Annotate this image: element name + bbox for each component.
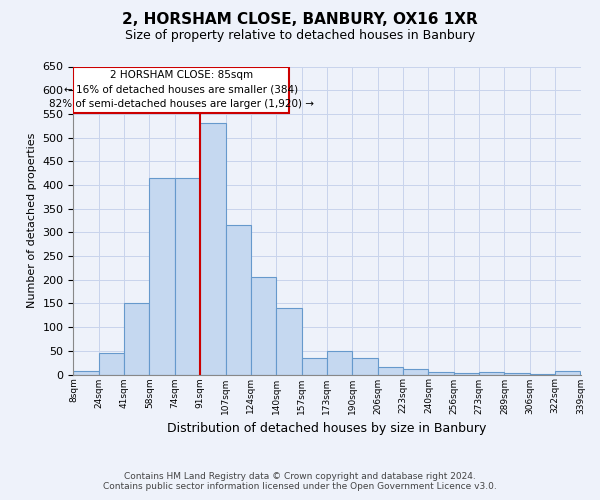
Bar [73,370,99,374]
Bar [124,304,149,374]
Bar [149,178,175,374]
Bar [327,351,352,374]
Text: 2 HORSHAM CLOSE: 85sqm: 2 HORSHAM CLOSE: 85sqm [110,70,253,80]
FancyBboxPatch shape [73,68,289,113]
Text: 2, HORSHAM CLOSE, BANBURY, OX16 1XR: 2, HORSHAM CLOSE, BANBURY, OX16 1XR [122,12,478,26]
Bar [428,372,454,374]
Bar [175,178,200,374]
Bar [352,358,377,374]
Text: Contains HM Land Registry data © Crown copyright and database right 2024.
Contai: Contains HM Land Registry data © Crown c… [103,472,497,491]
Bar [276,308,302,374]
Bar [505,373,530,374]
Bar [479,372,505,374]
Bar [454,373,479,374]
X-axis label: Distribution of detached houses by size in Banbury: Distribution of detached houses by size … [167,422,487,435]
Bar [251,278,276,374]
Bar [403,369,428,374]
Y-axis label: Number of detached properties: Number of detached properties [27,133,37,308]
Bar [226,225,251,374]
Bar [555,370,580,374]
Bar [302,358,327,374]
Bar [200,124,226,374]
Bar [377,368,403,374]
Text: Size of property relative to detached houses in Banbury: Size of property relative to detached ho… [125,29,475,42]
Text: 82% of semi-detached houses are larger (1,920) →: 82% of semi-detached houses are larger (… [49,98,314,108]
Bar [99,353,124,374]
Text: ← 16% of detached houses are smaller (384): ← 16% of detached houses are smaller (38… [64,84,298,94]
